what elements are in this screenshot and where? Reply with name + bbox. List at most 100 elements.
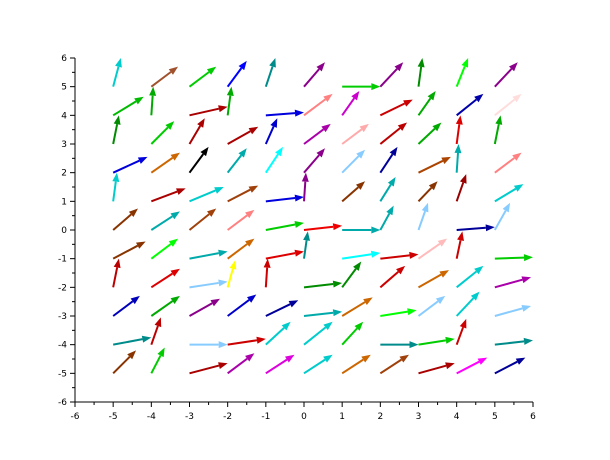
arrow-head: [229, 260, 237, 270]
arrow-shaft: [112, 66, 120, 87]
vector-arrow: [265, 321, 291, 346]
arrow-shaft: [112, 356, 131, 375]
arrow-shaft: [494, 340, 525, 346]
arrow-head: [154, 317, 162, 328]
vector-arrow: [227, 353, 255, 375]
vector-arrow: [418, 270, 450, 289]
vector-arrow: [341, 123, 369, 145]
arrow-head: [389, 146, 398, 157]
arrow-shaft: [150, 355, 162, 374]
arrow-shaft: [379, 270, 399, 289]
x-tick-label: -1: [261, 412, 270, 422]
vector-arrow: [342, 226, 381, 234]
vector-arrow: [112, 350, 137, 375]
arrow-shaft: [264, 267, 269, 288]
x-tick-label: 3: [416, 412, 422, 422]
arrow-head: [427, 90, 436, 101]
arrow-head: [270, 118, 278, 128]
vector-arrow: [417, 58, 425, 87]
vector-arrow: [494, 337, 533, 346]
arrow-shaft: [341, 186, 359, 203]
vector-arrow: [112, 172, 120, 202]
vector-arrow: [149, 86, 157, 116]
arrow-shaft: [418, 273, 442, 289]
arrow-shaft: [112, 181, 117, 202]
arrow-shaft: [456, 98, 477, 117]
vector-arrow: [227, 294, 257, 317]
arrow-head: [354, 321, 364, 331]
vector-arrow: [456, 265, 484, 289]
vector-arrow: [455, 231, 464, 259]
arrow-head: [459, 174, 467, 184]
arrow-shaft: [303, 326, 327, 346]
arrow-shaft: [265, 223, 296, 231]
arrow-head: [200, 146, 209, 157]
arrow-shaft: [418, 364, 447, 375]
arrow-head: [332, 223, 343, 231]
arrow-shaft: [265, 112, 296, 117]
y-tick-label: 5: [61, 83, 67, 93]
arrow-shaft: [265, 197, 296, 203]
arrow-head: [323, 321, 333, 331]
vector-arrow: [112, 295, 140, 317]
arrow-shaft: [188, 71, 210, 88]
vector-arrow: [112, 208, 138, 231]
arrow-head: [407, 308, 417, 316]
arrow-head: [248, 185, 259, 193]
y-tick-label: -3: [58, 312, 67, 322]
arrow-shaft: [265, 358, 288, 375]
vector-arrow: [454, 144, 462, 173]
arrow-shaft: [341, 327, 358, 346]
vector-arrow: [150, 211, 180, 231]
arrow-shaft: [341, 358, 364, 375]
arrow-head: [218, 362, 228, 369]
vector-arrow: [150, 317, 162, 345]
arrow-shaft: [455, 152, 459, 173]
arrow-shaft: [417, 66, 423, 87]
arrow-head: [165, 121, 175, 130]
arrow-head: [288, 300, 299, 308]
arrow-head: [477, 357, 488, 365]
vector-arrow: [379, 354, 409, 375]
vector-arrow: [226, 86, 234, 116]
arrow-shaft: [418, 339, 447, 346]
arrow-head: [245, 353, 255, 362]
arrow-shaft: [226, 67, 243, 88]
arrow-head: [432, 122, 442, 132]
vector-arrow: [265, 146, 284, 174]
arrow-shaft: [341, 155, 360, 174]
arrow-shaft: [379, 153, 394, 174]
vector-arrow: [150, 347, 165, 374]
arrow-head: [512, 152, 522, 161]
arrow-shaft: [265, 153, 279, 174]
arrow-head: [263, 258, 271, 268]
vector-arrow: [455, 318, 467, 346]
y-tick-label: 0: [61, 226, 67, 236]
vector-arrow: [379, 265, 406, 289]
arrow-shaft: [189, 281, 219, 289]
vector-arrow: [417, 202, 429, 231]
arrow-head: [316, 148, 325, 158]
arrow-head: [281, 321, 291, 331]
vector-arrow: [265, 354, 295, 375]
arrow-shaft: [379, 102, 406, 117]
arrow-shaft: [455, 182, 465, 202]
vector-arrow: [341, 181, 366, 203]
arrow-shaft: [456, 226, 486, 231]
arrow-head: [303, 231, 311, 241]
arrow-shaft: [112, 213, 132, 231]
vector-arrow: [189, 279, 228, 289]
vector-arrow: [455, 58, 469, 88]
arrow-shaft: [303, 240, 308, 259]
arrow-shaft: [303, 225, 334, 231]
arrow-head: [137, 156, 148, 164]
arrow-head: [359, 123, 369, 133]
arrow-shaft: [341, 301, 366, 317]
vector-arrow: [417, 295, 446, 317]
arrow-head: [141, 335, 152, 343]
arrow-shaft: [455, 326, 465, 346]
x-tick-label: -4: [147, 412, 156, 422]
arrow-head: [238, 148, 247, 158]
vector-arrow: [494, 62, 518, 88]
arrow-shaft: [265, 327, 285, 346]
